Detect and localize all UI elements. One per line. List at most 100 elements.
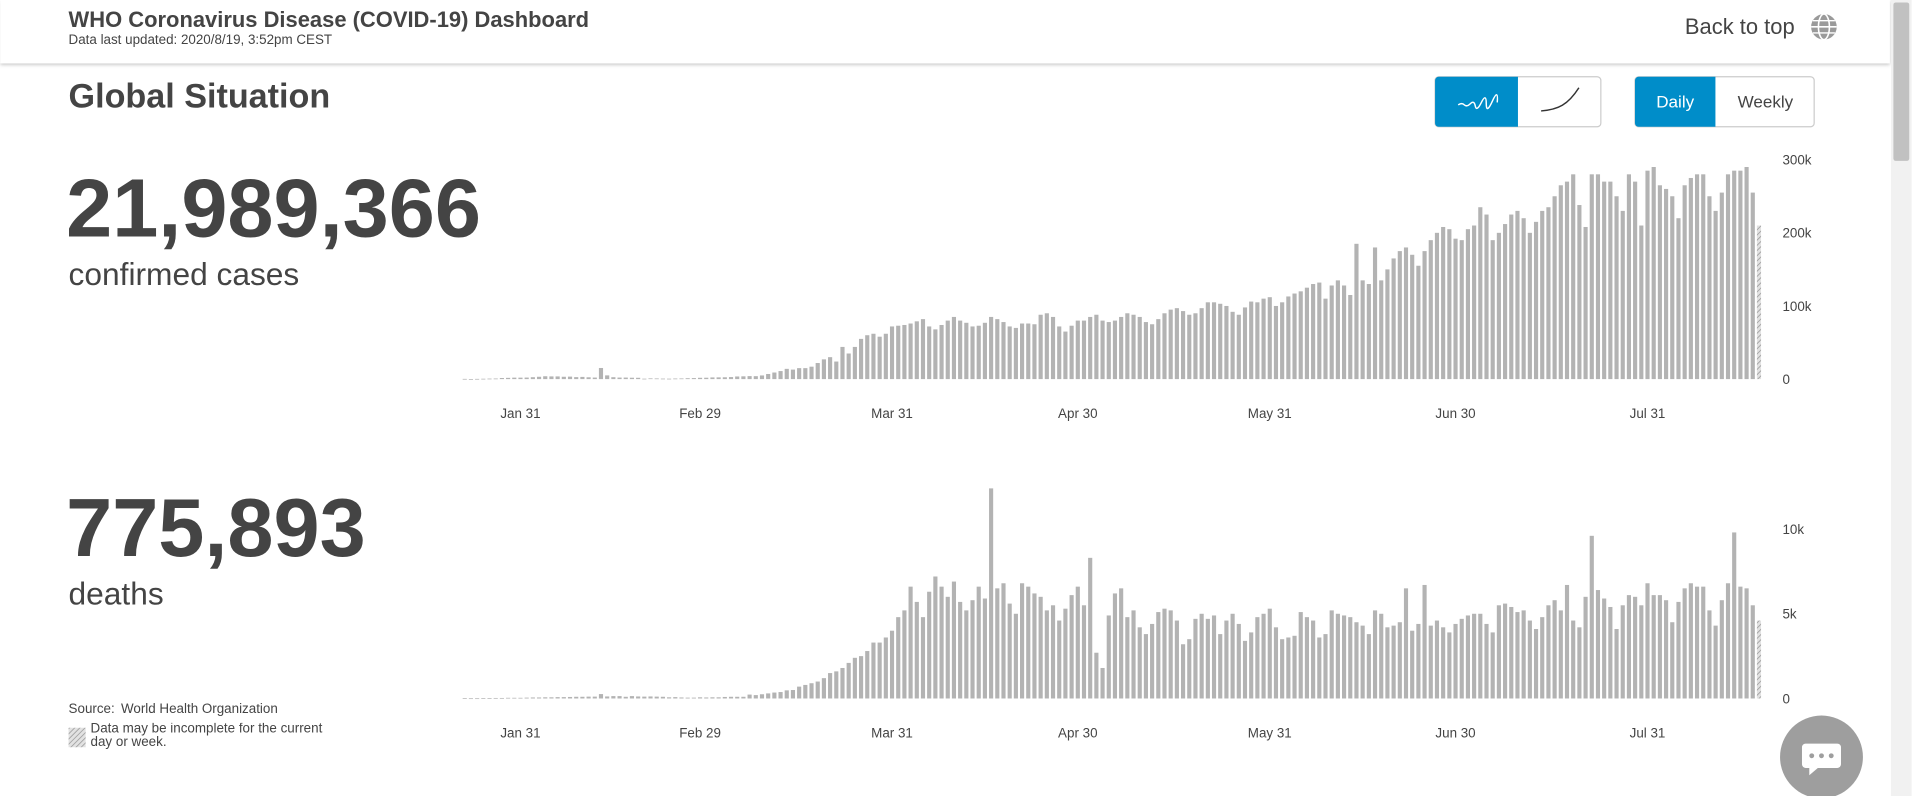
back-to-top[interactable]: Back to top (1685, 14, 1795, 39)
bar (1019, 323, 1025, 380)
bar (1478, 613, 1483, 699)
bar (1199, 308, 1204, 380)
bar (1063, 608, 1068, 699)
bar (1614, 629, 1619, 699)
scrollbar-thumb[interactable] (1893, 2, 1910, 161)
bar (1410, 630, 1415, 699)
bar (728, 696, 734, 699)
globe-icon[interactable] (1811, 13, 1837, 41)
x-tick-label: Mar 31 (871, 725, 913, 740)
bar (716, 377, 721, 380)
bar (1533, 221, 1539, 380)
bar (710, 697, 715, 699)
bar (1633, 596, 1638, 699)
bar (995, 588, 1000, 699)
note-box: Data may be incomplete for the current d… (91, 723, 323, 749)
bar (536, 376, 542, 380)
bar (605, 696, 610, 699)
bar (1106, 615, 1111, 699)
weekly-label[interactable]: Weekly (1738, 92, 1794, 111)
bar (468, 698, 474, 700)
daily-style-button[interactable] (1435, 76, 1518, 127)
bar (1626, 595, 1632, 699)
bar (716, 697, 721, 699)
bar (908, 323, 913, 380)
bar (1013, 327, 1018, 380)
bar (543, 376, 548, 380)
bar (902, 324, 907, 380)
bar (1465, 615, 1470, 699)
bar (1112, 320, 1118, 380)
bar (1422, 251, 1427, 380)
bar (1509, 606, 1514, 699)
bar (1583, 226, 1588, 380)
x-tick-label: Jun 30 (1435, 406, 1475, 421)
bar (778, 692, 783, 699)
bar (1026, 323, 1031, 380)
bar (1725, 583, 1731, 699)
bar (1750, 605, 1755, 699)
bar (1639, 225, 1644, 380)
chat-button[interactable] (1780, 715, 1863, 796)
bar (1583, 596, 1588, 699)
bar (809, 366, 814, 380)
bar (1738, 170, 1743, 380)
bar (964, 322, 969, 380)
cumulative-style-button[interactable] (1541, 87, 1580, 112)
bar (567, 696, 573, 699)
bar (1162, 608, 1167, 699)
x-tick-label: Jan 31 (500, 406, 540, 421)
bar (784, 368, 789, 380)
bar (704, 377, 709, 380)
bar (1602, 598, 1607, 699)
bar (1230, 311, 1235, 380)
bar (1546, 605, 1551, 699)
bar (852, 346, 857, 380)
bar (1608, 606, 1613, 699)
bar (1267, 297, 1272, 380)
bar (1304, 617, 1309, 699)
bar (1756, 620, 1762, 699)
bar (1267, 608, 1272, 699)
bar (1385, 269, 1390, 380)
bar (858, 338, 864, 380)
bar (1372, 610, 1378, 699)
bar (462, 378, 467, 380)
x-tick-label: May 31 (1248, 406, 1292, 421)
header-title: WHO Coronavirus Disease (COVID-19) Dashb… (69, 7, 590, 32)
bar (660, 378, 665, 380)
bar (1063, 331, 1068, 380)
bar (1490, 632, 1495, 699)
bar (1156, 612, 1161, 699)
bar (1694, 174, 1700, 380)
bar (1125, 313, 1130, 380)
bar (1633, 181, 1638, 380)
bar (1447, 229, 1452, 380)
daily-label[interactable]: Daily (1656, 92, 1694, 111)
bar (1564, 584, 1570, 699)
bar (543, 697, 548, 699)
bar (1379, 613, 1384, 699)
bar (1459, 618, 1464, 699)
bar (1100, 320, 1105, 380)
bar (1032, 324, 1037, 380)
frequency-toggle: Daily Weekly (1634, 76, 1815, 128)
daily-button[interactable] (1634, 76, 1716, 127)
bar (512, 697, 517, 699)
bar (1032, 593, 1037, 699)
bar (555, 697, 560, 699)
bar (1472, 225, 1477, 380)
bar (487, 698, 492, 699)
bar (747, 694, 752, 699)
bar (636, 377, 641, 380)
bar (1521, 218, 1526, 380)
bar (679, 697, 684, 699)
bar (1001, 583, 1006, 699)
bar (475, 378, 480, 380)
bar (1379, 280, 1384, 380)
bar (1174, 620, 1179, 699)
bar (728, 377, 734, 380)
y-tick-label: 200k (1782, 226, 1811, 241)
bar (1255, 617, 1260, 699)
